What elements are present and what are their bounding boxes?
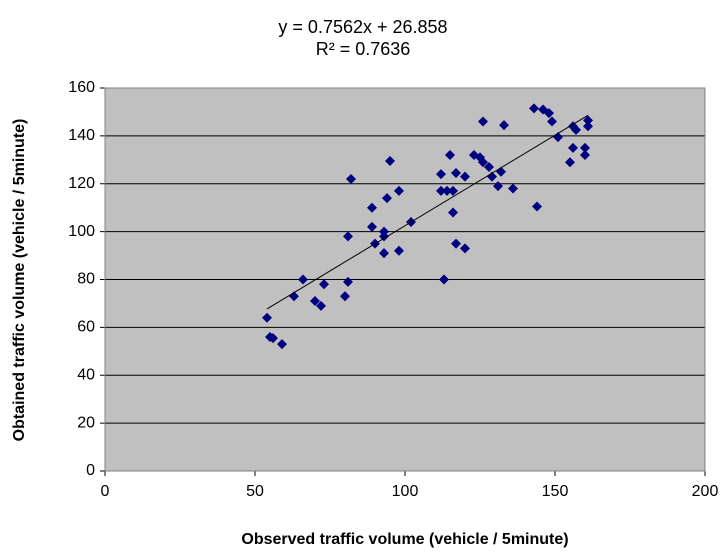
x-tick-label: 50 (246, 483, 264, 500)
point (346, 173, 356, 184)
y-tick-label: 80 (77, 271, 95, 288)
trendline (266, 114, 589, 310)
point (379, 248, 389, 259)
point (343, 276, 353, 287)
equation: y = 0.7562x + 26.858 (278, 17, 447, 37)
point (340, 291, 350, 302)
point (478, 116, 488, 127)
point (499, 120, 509, 131)
x-tick-label: 0 (101, 483, 110, 500)
point (316, 300, 326, 311)
point (319, 279, 329, 290)
x-tick-label: 150 (542, 483, 569, 500)
point (580, 142, 590, 153)
point (565, 157, 575, 168)
y-tick-label: 140 (68, 127, 95, 144)
point (436, 169, 446, 180)
y-tick-label: 20 (77, 414, 95, 431)
point (367, 202, 377, 213)
x-tick-label: 200 (692, 483, 719, 500)
y-tick-label: 100 (68, 223, 95, 240)
x-tick-label: 100 (392, 483, 419, 500)
point (487, 171, 497, 182)
point (262, 312, 272, 323)
x-axis-label: Observed traffic volume (vehicle / 5minu… (241, 531, 568, 548)
plot-border (104, 87, 706, 472)
point (493, 181, 503, 192)
point (394, 185, 404, 196)
point (379, 231, 389, 242)
point (529, 103, 539, 114)
point (442, 185, 452, 196)
point (460, 243, 470, 254)
point (268, 333, 278, 344)
point (394, 245, 404, 256)
point (568, 142, 578, 153)
point (448, 185, 458, 196)
point (568, 121, 578, 132)
y-tick-label: 0 (86, 462, 95, 479)
point (583, 121, 593, 132)
point (367, 221, 377, 232)
point (460, 171, 470, 182)
r-squared: R² = 0.7636 (316, 39, 411, 59)
point (310, 296, 320, 307)
point (445, 150, 455, 161)
point (478, 157, 488, 168)
point (544, 108, 554, 119)
point (547, 116, 557, 127)
point (451, 167, 461, 178)
y-tick-label: 160 (68, 79, 95, 96)
y-tick-label: 60 (77, 319, 95, 336)
point (508, 183, 518, 194)
point (439, 274, 449, 285)
point (343, 231, 353, 242)
y-axis-label: Obtained traffic volume (vehicle / 5minu… (11, 119, 28, 442)
point (277, 339, 287, 350)
point (448, 207, 458, 218)
point (580, 150, 590, 161)
point (532, 201, 542, 212)
point (583, 115, 593, 126)
y-tick-label: 40 (77, 366, 95, 383)
point (382, 193, 392, 204)
point (451, 238, 461, 249)
y-tick-label: 120 (68, 175, 95, 192)
point (385, 156, 395, 167)
point (484, 161, 494, 172)
point (298, 274, 308, 285)
point (436, 185, 446, 196)
